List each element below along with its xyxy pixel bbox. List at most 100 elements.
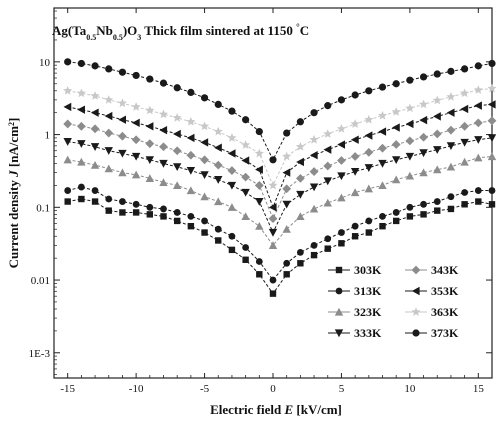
series-353K [63,100,496,212]
data-point [201,217,208,225]
data-point [391,107,401,116]
data-point [337,96,346,104]
x-tick-label: 5 [339,383,345,395]
data-point [242,116,250,124]
data-point [433,198,441,205]
data-point [419,168,428,177]
data-point [254,148,264,158]
data-point [324,102,332,110]
data-point [475,198,482,205]
data-point [446,92,456,101]
data-point [131,135,141,145]
data-point [187,212,195,220]
data-point [255,258,263,265]
data-point [351,91,359,99]
data-point [309,151,318,160]
data-point [296,248,304,256]
data-point [324,245,331,252]
data-point [378,143,387,153]
data-point [214,225,222,233]
data-point [433,146,442,154]
data-point [337,140,346,149]
data-point [406,213,414,220]
data-point [323,145,332,154]
data-point [309,183,319,192]
data-point [146,203,154,211]
data-point [159,125,168,135]
data-point [296,190,305,199]
data-point [391,156,401,165]
data-point [323,129,333,138]
data-point [474,187,482,194]
data-point [159,178,168,187]
data-point [187,222,195,230]
data-point [405,136,415,146]
data-point [172,113,182,122]
data-point [64,58,72,66]
chart-title: Ag(Ta0.5Nb0.5)O3 Thick film sintered at … [52,22,309,42]
data-point [255,165,263,174]
data-point [145,139,155,149]
data-point [282,200,291,209]
series-333K [63,134,497,237]
data-point [351,222,359,230]
data-point [282,151,292,161]
data-point [338,240,345,247]
data-point [488,187,496,194]
data-point [118,168,127,177]
data-point [337,172,346,181]
data-point [146,75,154,83]
data-point [324,235,332,243]
data-point [488,59,496,68]
series-343K [63,116,497,223]
data-point [200,155,209,165]
data-point [283,271,290,278]
data-point [187,88,195,97]
data-point [419,73,428,81]
data-point [63,155,72,164]
y-axis-label: Current density J [nA/cm2] [6,118,21,269]
data-point [269,276,277,284]
data-point [365,87,373,95]
data-point [172,181,182,190]
legend-label: 343K [431,263,459,277]
data-point [91,198,99,205]
data-point [90,143,100,151]
data-point [241,156,250,165]
data-point [460,121,470,131]
data-point [350,119,360,128]
data-point [487,83,497,93]
data-point [214,176,223,184]
data-point [461,65,469,73]
legend-label: 373K [431,326,459,340]
data-point [145,156,155,165]
legend-label: 313K [354,284,382,298]
x-tick-label: 0 [270,383,276,395]
data-point [76,121,86,131]
data-point [227,133,237,142]
data-point [91,62,99,70]
data-point [405,171,415,180]
data-point [310,241,318,249]
legend-label: 353K [431,284,459,298]
data-point [296,212,305,220]
legend-swatch-marker [411,286,420,296]
legend-swatch-marker [335,266,343,274]
data-point [201,229,208,236]
data-point [268,214,278,223]
data-point [215,237,222,244]
data-point [145,122,154,131]
data-point [105,207,112,214]
x-tick-label: -10 [129,383,144,395]
data-point [104,95,114,104]
data-point [227,203,237,211]
data-point [420,211,427,218]
data-point [447,193,455,201]
data-point [256,271,263,278]
data-point [350,135,359,144]
data-point [282,225,291,233]
series-line [67,61,493,161]
data-point [487,116,497,126]
y-tick-label: 1E-3 [29,348,51,360]
data-point [350,167,360,176]
